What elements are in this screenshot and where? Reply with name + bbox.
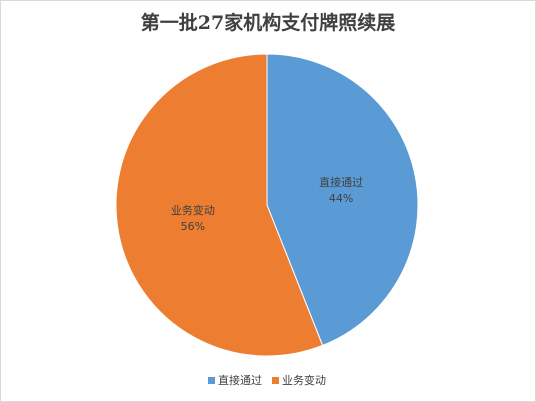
pie-slice [115, 53, 324, 357]
slice-value-label: 56% [181, 220, 205, 233]
legend-label: 业务变动 [282, 373, 326, 387]
pie-slice [266, 53, 419, 347]
legend-swatch [272, 377, 279, 384]
slice-category-label: 业务变动 [171, 203, 215, 217]
chart-title: 第一批27家机构支付牌照续展 [141, 11, 395, 34]
legend-label: 直接通过 [218, 373, 262, 387]
slice-category-label: 直接通过 [319, 175, 363, 189]
slice-value-label: 44% [329, 192, 353, 205]
legend-swatch [208, 377, 215, 384]
